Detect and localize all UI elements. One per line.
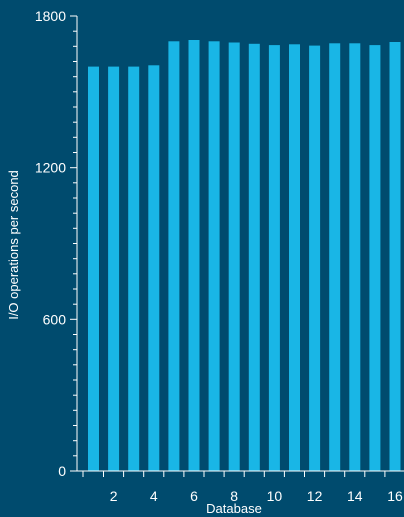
bar-13 (329, 43, 341, 472)
bar-14 (349, 43, 361, 472)
x-tick-label: 16 (387, 488, 403, 504)
bar-5 (168, 41, 180, 472)
bar-1 (88, 66, 99, 471)
bar-7 (208, 41, 220, 472)
x-axis-title: Database (206, 501, 262, 516)
bar-9 (248, 43, 260, 472)
bar-4 (148, 65, 160, 472)
y-tick-label: 600 (43, 311, 67, 327)
x-tick-label: 8 (230, 488, 238, 504)
x-tick-label: 10 (267, 488, 283, 504)
axes-group: 0 600 1200 1800 2 4 6 8 10 12 14 16 (35, 8, 404, 504)
x-tick-label: 12 (307, 488, 323, 504)
bar-6 (188, 40, 200, 471)
bar-15 (369, 45, 381, 471)
y-tick-label: 1800 (35, 8, 66, 24)
y-tick-label: 1200 (35, 160, 66, 176)
x-tick-label: 2 (110, 488, 118, 504)
bar-3 (128, 66, 140, 471)
x-tick-label: 6 (190, 488, 198, 504)
bar-16 (389, 42, 401, 471)
bar-2 (108, 66, 120, 471)
bar-8 (228, 42, 240, 471)
bar-10 (268, 45, 280, 471)
y-axis-title: I/O operations per second (6, 170, 21, 320)
bar-12 (309, 45, 321, 471)
x-tick-label: 14 (347, 488, 363, 504)
bars-group (88, 40, 401, 472)
x-tick-label: 4 (150, 488, 158, 504)
bar-11 (289, 44, 300, 472)
y-tick-label: 0 (58, 463, 66, 479)
